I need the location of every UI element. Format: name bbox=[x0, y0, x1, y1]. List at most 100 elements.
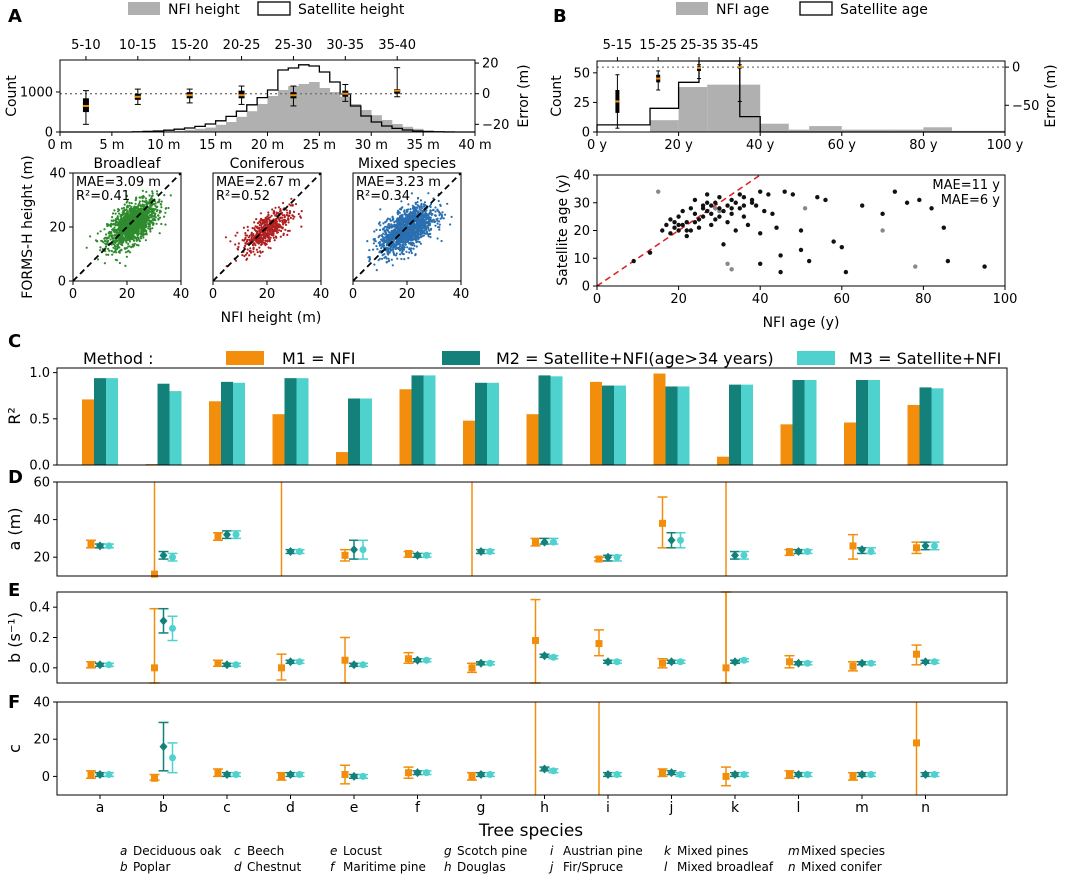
r2-bar-m1 bbox=[653, 373, 666, 465]
m1-estimate bbox=[405, 769, 412, 777]
mixed-species-point bbox=[385, 260, 388, 264]
age-x-tick-label: 40 y bbox=[746, 138, 775, 153]
coniferous-point bbox=[244, 232, 247, 235]
broadleaf-point bbox=[119, 215, 122, 218]
m2-estimate bbox=[159, 742, 168, 752]
mixed-species-point bbox=[420, 228, 424, 231]
mixed-species-point bbox=[410, 192, 413, 195]
broadleaf-point bbox=[103, 228, 106, 231]
species-letter: m bbox=[788, 844, 800, 858]
broadleaf-point bbox=[141, 197, 144, 200]
broadleaf-point bbox=[126, 236, 129, 239]
mixed-species-point bbox=[377, 259, 380, 262]
species-name: Scotch pine bbox=[457, 844, 527, 858]
height-class-label: 10-15 bbox=[119, 38, 157, 53]
species-name: Poplar bbox=[133, 860, 170, 874]
broadleaf-point bbox=[133, 225, 136, 229]
m1-estimate bbox=[722, 664, 730, 672]
broadleaf-point bbox=[139, 216, 142, 219]
nfi-height-bar bbox=[309, 82, 320, 132]
broadleaf-point bbox=[125, 221, 128, 224]
broadleaf-point bbox=[108, 230, 111, 233]
height-x-tick-label: 0 m bbox=[47, 138, 72, 153]
broadleaf-point bbox=[130, 205, 133, 208]
broadleaf-point bbox=[137, 207, 141, 210]
m3-estimate bbox=[232, 531, 240, 539]
age-x-tick-label: 100 y bbox=[987, 138, 1024, 153]
mixed-species-point bbox=[414, 232, 417, 235]
mixed-species-point bbox=[403, 245, 406, 249]
nfi-age-point bbox=[770, 211, 775, 217]
mixed-species-point bbox=[404, 237, 407, 240]
coniferous-point bbox=[285, 209, 288, 212]
mixed-species-point bbox=[375, 228, 378, 231]
mae-nfi-label: MAE=6 y bbox=[941, 193, 1001, 208]
nfi-height-bar bbox=[267, 96, 279, 132]
broadleaf-point bbox=[132, 207, 135, 211]
mixed-species-point bbox=[419, 234, 422, 237]
coniferous-point bbox=[261, 219, 264, 223]
broadleaf-point bbox=[158, 198, 161, 201]
mixed-species-point bbox=[381, 234, 384, 238]
gD-y-tick-label: 20 bbox=[33, 551, 50, 566]
species-x-tick-label: j bbox=[669, 800, 674, 816]
coniferous-point bbox=[288, 229, 291, 232]
nfi-height-bar bbox=[277, 90, 289, 132]
gD-y-tick-label: 40 bbox=[33, 513, 50, 528]
m1-estimate bbox=[786, 548, 793, 556]
m2-estimate bbox=[350, 771, 358, 781]
coniferous-point bbox=[282, 201, 285, 205]
broadleaf-point bbox=[120, 233, 123, 236]
broadleaf-point bbox=[110, 249, 113, 253]
age-scatter-x-tick-label: 100 bbox=[993, 292, 1018, 307]
panel-label-f: F bbox=[8, 692, 20, 713]
coniferous-point bbox=[255, 218, 258, 221]
mixed-species-point bbox=[404, 232, 407, 235]
broadleaf-point bbox=[126, 250, 129, 253]
broadleaf-point bbox=[151, 212, 154, 215]
mixed-species-point bbox=[425, 221, 428, 224]
mixed-species-point bbox=[426, 232, 429, 235]
broadleaf-point bbox=[134, 222, 137, 225]
broadleaf-point bbox=[127, 231, 131, 234]
mixed-species-point bbox=[411, 232, 414, 235]
mixed-species-point bbox=[410, 224, 413, 227]
coniferous-point bbox=[256, 222, 260, 225]
coniferous-point bbox=[246, 242, 249, 246]
m3-estimate bbox=[550, 767, 557, 775]
broadleaf-point bbox=[108, 249, 111, 252]
mixed-species-point bbox=[392, 244, 395, 247]
mixed-species-point bbox=[428, 232, 431, 235]
coniferous-point bbox=[285, 214, 288, 217]
mixed-species-point bbox=[402, 253, 405, 256]
nfi-age-point bbox=[758, 261, 763, 266]
nfi-height-bar bbox=[350, 104, 362, 132]
m1-estimate bbox=[722, 772, 730, 780]
broadleaf-point bbox=[118, 226, 122, 229]
broadleaf-point bbox=[111, 253, 114, 256]
coniferous-point bbox=[259, 251, 262, 254]
coniferous-point bbox=[253, 242, 256, 245]
m2-estimate bbox=[350, 660, 358, 670]
nfi-age-point bbox=[729, 211, 734, 217]
legend-a-sat-swatch bbox=[257, 1, 291, 16]
broadleaf-point bbox=[99, 230, 102, 233]
broadleaf-point bbox=[154, 208, 157, 211]
broadleaf-point bbox=[169, 194, 172, 197]
mixed-species-point bbox=[417, 237, 420, 240]
m1-estimate bbox=[532, 637, 539, 645]
mixed-species-point bbox=[397, 247, 400, 250]
nfi-age-point bbox=[782, 189, 787, 194]
coniferous-point bbox=[260, 217, 263, 220]
broadleaf-point bbox=[126, 224, 130, 227]
broadleaf-point bbox=[110, 223, 113, 226]
broadleaf-point bbox=[123, 223, 126, 226]
broadleaf-point bbox=[124, 264, 127, 267]
coniferous-point bbox=[279, 216, 282, 220]
chart-height-histogram: 0 m 5 m 10 m 15 m 20 m 25 m 30 m 35 m 40 m 0 1000 2… bbox=[4, 38, 532, 153]
mixed-species-point bbox=[436, 219, 439, 222]
m2-estimate bbox=[667, 768, 676, 778]
mixed-species-point bbox=[409, 208, 412, 211]
m3-estimate bbox=[359, 546, 367, 554]
legend-a: NFI height Satellite height bbox=[128, 1, 405, 18]
